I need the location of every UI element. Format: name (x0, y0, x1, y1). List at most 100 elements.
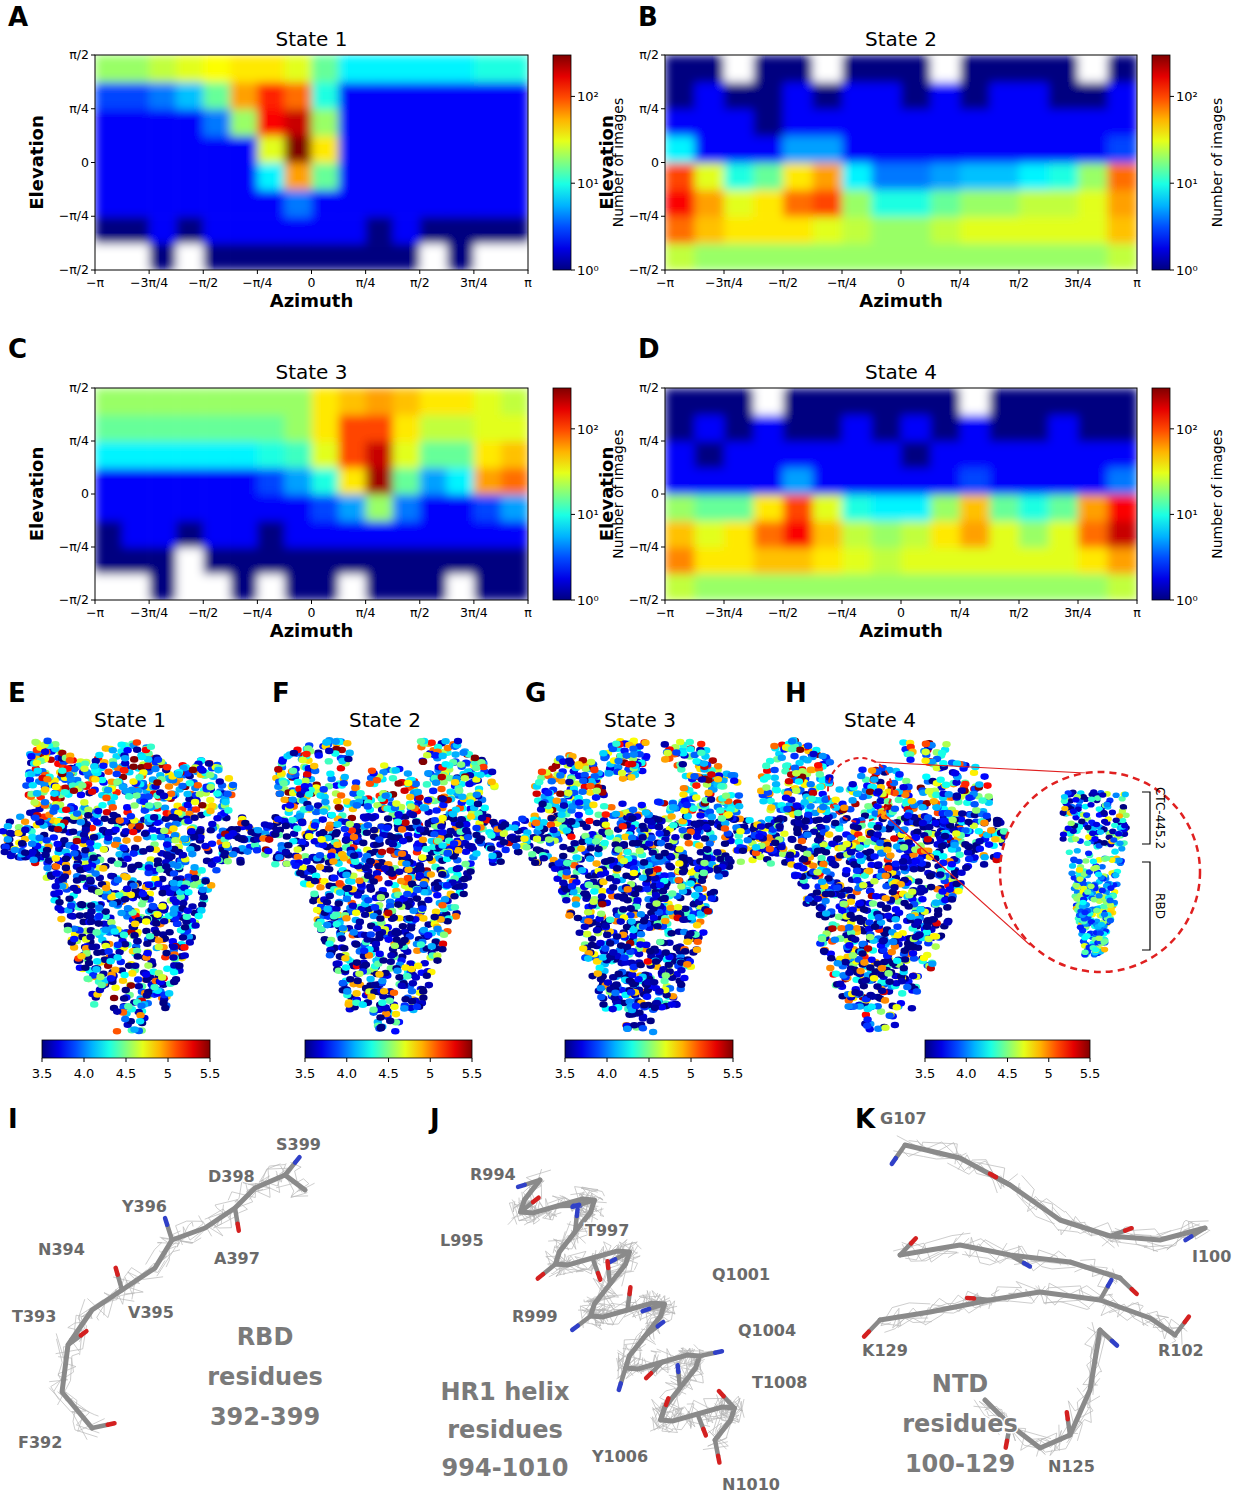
heat-cell (724, 415, 754, 442)
heat-cell (149, 547, 177, 574)
density-blob (93, 819, 101, 826)
density-blob (62, 865, 70, 872)
tick-label: 10² (1176, 422, 1198, 437)
heat-cell (1108, 415, 1138, 442)
heat-cell (312, 388, 340, 415)
heat-cell (990, 521, 1020, 548)
heat-cell (230, 468, 258, 495)
heat-cell (695, 574, 725, 601)
heat-cell (501, 55, 529, 82)
heat-cell (931, 415, 961, 442)
heat-cell (284, 55, 312, 82)
density-blob (155, 937, 163, 944)
heat-cell (176, 547, 204, 574)
heat-cell (665, 547, 695, 574)
heat-cell (872, 243, 902, 270)
heat-cell (257, 243, 285, 270)
heat-cell (257, 415, 285, 442)
heat-cell (257, 388, 285, 415)
heat-cell (783, 136, 813, 163)
density-blob (144, 962, 152, 969)
heat-cell (474, 243, 502, 270)
heat-cell (230, 494, 258, 521)
density-blob (154, 857, 162, 864)
heat-cell (1019, 109, 1049, 136)
density-blob (128, 970, 136, 977)
density-blob (21, 827, 29, 834)
heat-cell (420, 547, 448, 574)
density-blob (216, 778, 224, 785)
density-blob (160, 827, 168, 834)
density-blob (83, 976, 91, 983)
heat-cell (813, 216, 843, 243)
heat-cell (813, 388, 843, 415)
heat-cell (695, 494, 725, 521)
heat-cell (783, 415, 813, 442)
tick-label: 0 (651, 486, 659, 501)
density-blob (206, 797, 214, 804)
heat-cell (501, 82, 529, 109)
heat-cell (501, 189, 529, 216)
tick-label: −3π/4 (130, 605, 168, 620)
density-blob (132, 792, 140, 799)
heat-cell (1078, 574, 1108, 601)
heat-cell (312, 521, 340, 548)
heat-cell (1108, 216, 1138, 243)
heat-cell (284, 243, 312, 270)
density-blob (153, 911, 161, 918)
heat-cell (960, 216, 990, 243)
density-blob (241, 820, 249, 827)
tick-label: π/4 (356, 605, 376, 620)
heat-cell (813, 547, 843, 574)
density-blob (120, 845, 128, 852)
density-blob (198, 867, 206, 874)
heat-cell (842, 574, 872, 601)
heat-cell (176, 521, 204, 548)
density-blob (70, 788, 78, 795)
tick-label: −π/4 (827, 605, 857, 620)
density-blob (133, 947, 141, 954)
heat-cell (284, 216, 312, 243)
density-blob (83, 865, 91, 872)
density-blob (142, 918, 150, 925)
heat-cell (931, 109, 961, 136)
heat-cell (95, 388, 123, 415)
heat-cell (724, 574, 754, 601)
heat-cell (1078, 82, 1108, 109)
heat-cell (366, 189, 394, 216)
heat-cell (122, 82, 150, 109)
heat-cell (230, 136, 258, 163)
heat-cell (393, 415, 421, 442)
density-blob (31, 739, 39, 746)
density-blob (91, 776, 99, 783)
density-blob (206, 784, 214, 791)
heat-cell (474, 109, 502, 136)
density-blob (212, 867, 220, 874)
density-blob (122, 874, 130, 881)
heat-cell (990, 82, 1020, 109)
heat-cell (420, 388, 448, 415)
density-blob (4, 836, 12, 843)
heat-cell (312, 136, 340, 163)
density-blob (148, 826, 156, 833)
title: State 1 (275, 27, 347, 51)
tick-label: −π/2 (188, 275, 218, 290)
heat-cell (339, 441, 367, 468)
density-blob (111, 928, 119, 935)
density-blob (80, 799, 88, 806)
density-blob (77, 792, 85, 799)
heat-cell (724, 468, 754, 495)
density-blob (61, 789, 69, 796)
density-blob (30, 857, 38, 864)
heat-cell (366, 216, 394, 243)
density-blob (110, 995, 118, 1002)
heat-cell (990, 55, 1020, 82)
heat-cell (95, 136, 123, 163)
heat-cell (203, 55, 231, 82)
heat-cell (447, 388, 475, 415)
density-blob (113, 1008, 121, 1015)
heat-cell (813, 136, 843, 163)
heat-cell (901, 55, 931, 82)
tick-label: 3π/4 (460, 605, 488, 620)
density-blob (192, 806, 200, 813)
